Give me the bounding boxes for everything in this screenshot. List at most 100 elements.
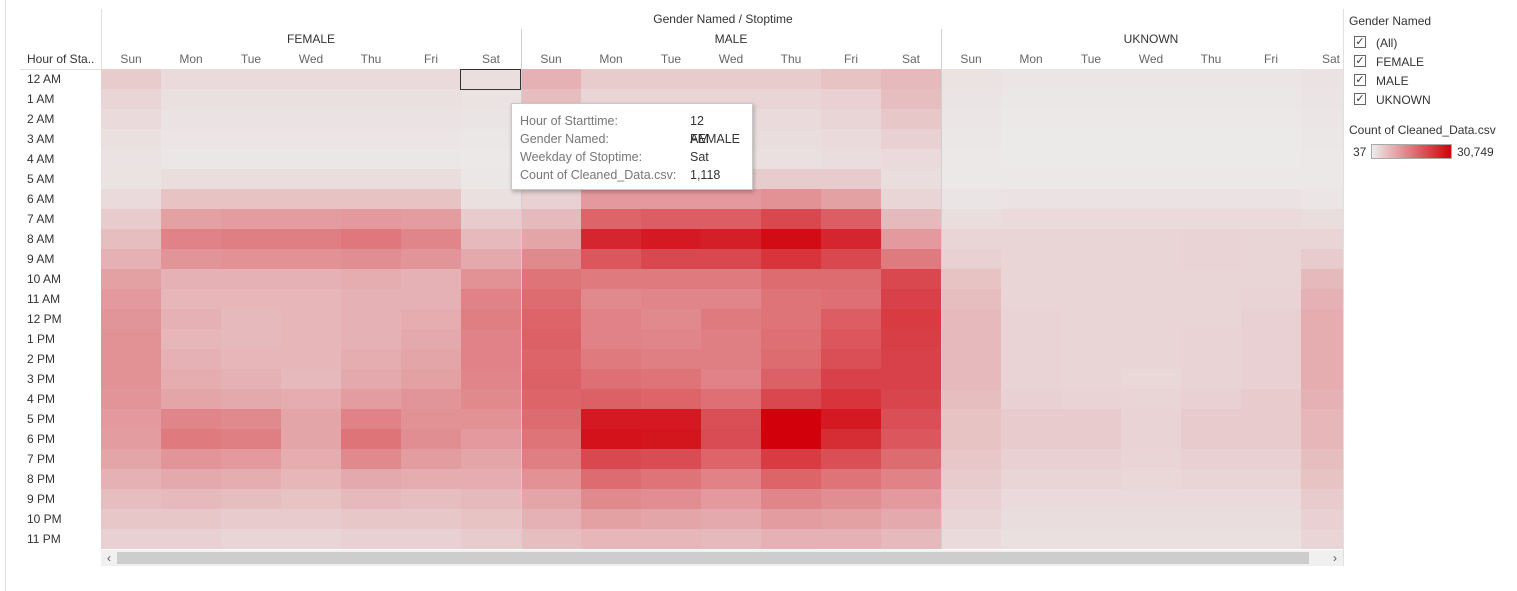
heatmap-cell[interactable] bbox=[341, 229, 401, 249]
heatmap-cell[interactable] bbox=[521, 389, 581, 409]
heatmap-cell[interactable] bbox=[341, 369, 401, 389]
heatmap-cell[interactable] bbox=[101, 169, 161, 189]
heatmap-cell[interactable] bbox=[221, 209, 281, 229]
heatmap-cell[interactable] bbox=[821, 409, 881, 429]
heatmap-cell[interactable] bbox=[221, 89, 281, 109]
heatmap-cell[interactable] bbox=[1121, 249, 1181, 269]
heatmap-cell[interactable] bbox=[521, 449, 581, 469]
heatmap-cell[interactable] bbox=[401, 229, 461, 249]
heatmap-cell[interactable] bbox=[341, 409, 401, 429]
heatmap-cell[interactable] bbox=[581, 449, 641, 469]
heatmap-cell[interactable] bbox=[581, 329, 641, 349]
heatmap-cell[interactable] bbox=[761, 129, 821, 149]
heatmap-cell[interactable] bbox=[221, 449, 281, 469]
heatmap-cell[interactable] bbox=[1181, 109, 1241, 129]
heatmap-cell[interactable] bbox=[641, 509, 701, 529]
heatmap-cell[interactable] bbox=[821, 189, 881, 209]
heatmap-cell[interactable] bbox=[281, 169, 341, 189]
heatmap-cell[interactable] bbox=[1121, 169, 1181, 189]
heatmap-cell[interactable] bbox=[761, 429, 821, 449]
heatmap-cell[interactable] bbox=[221, 229, 281, 249]
heatmap-cell[interactable] bbox=[821, 349, 881, 369]
heatmap-cell[interactable] bbox=[1241, 369, 1301, 389]
heatmap-cell[interactable] bbox=[221, 489, 281, 509]
heatmap-cell[interactable] bbox=[341, 169, 401, 189]
heatmap-cell[interactable] bbox=[461, 189, 521, 209]
heatmap-cell[interactable] bbox=[521, 469, 581, 489]
heatmap-cell[interactable] bbox=[521, 509, 581, 529]
heatmap-cell[interactable] bbox=[341, 269, 401, 289]
heatmap-cell[interactable] bbox=[401, 429, 461, 449]
heatmap-cell[interactable] bbox=[641, 309, 701, 329]
heatmap-cell[interactable] bbox=[881, 69, 941, 89]
heatmap-cell[interactable] bbox=[1241, 429, 1301, 449]
heatmap-cell[interactable] bbox=[1241, 449, 1301, 469]
heatmap-cell[interactable] bbox=[881, 209, 941, 229]
heatmap-cell[interactable] bbox=[941, 349, 1001, 369]
heatmap-cell[interactable] bbox=[1061, 69, 1121, 89]
heatmap-cell[interactable] bbox=[821, 269, 881, 289]
heatmap-cell[interactable] bbox=[641, 409, 701, 429]
heatmap-cell[interactable] bbox=[821, 169, 881, 189]
heatmap-cell[interactable] bbox=[1121, 129, 1181, 149]
heatmap-cell[interactable] bbox=[821, 289, 881, 309]
heatmap-cell[interactable] bbox=[1301, 209, 1343, 229]
heatmap-cell[interactable] bbox=[281, 509, 341, 529]
heatmap-cell[interactable] bbox=[161, 369, 221, 389]
heatmap-cell[interactable] bbox=[281, 409, 341, 429]
heatmap-cell[interactable] bbox=[1301, 349, 1343, 369]
heatmap-cell[interactable] bbox=[401, 89, 461, 109]
heatmap-cell[interactable] bbox=[1061, 269, 1121, 289]
heatmap-cell[interactable] bbox=[101, 489, 161, 509]
heatmap-cell[interactable] bbox=[1121, 469, 1181, 489]
heatmap-cell[interactable] bbox=[581, 189, 641, 209]
heatmap-cell[interactable] bbox=[101, 269, 161, 289]
heatmap-cell[interactable] bbox=[161, 89, 221, 109]
checkbox-checked-icon[interactable]: ✓ bbox=[1354, 36, 1366, 48]
heatmap-cell[interactable] bbox=[1121, 389, 1181, 409]
heatmap-cell[interactable] bbox=[161, 229, 221, 249]
heatmap-cell[interactable] bbox=[701, 489, 761, 509]
heatmap-cell[interactable] bbox=[821, 309, 881, 329]
heatmap-cell[interactable] bbox=[461, 169, 521, 189]
heatmap-cell[interactable] bbox=[821, 249, 881, 269]
heatmap-cell[interactable] bbox=[221, 389, 281, 409]
heatmap-cell[interactable] bbox=[1001, 389, 1061, 409]
heatmap-cell[interactable] bbox=[941, 449, 1001, 469]
heatmap-cell[interactable] bbox=[161, 409, 221, 429]
heatmap-cell[interactable] bbox=[1001, 429, 1061, 449]
horizontal-scrollbar[interactable]: ‹ › bbox=[101, 550, 1343, 566]
heatmap-cell[interactable] bbox=[881, 449, 941, 469]
heatmap-cell[interactable] bbox=[281, 209, 341, 229]
heatmap-cell[interactable] bbox=[101, 249, 161, 269]
scroll-right-icon[interactable]: › bbox=[1333, 551, 1337, 565]
heatmap-cell[interactable] bbox=[461, 329, 521, 349]
heatmap-cell[interactable] bbox=[881, 389, 941, 409]
heatmap-cell[interactable] bbox=[1121, 509, 1181, 529]
heatmap-cell[interactable] bbox=[701, 209, 761, 229]
heatmap-cell[interactable] bbox=[461, 529, 521, 549]
heatmap-cell[interactable] bbox=[101, 509, 161, 529]
heatmap-cell[interactable] bbox=[1241, 69, 1301, 89]
heatmap-cell[interactable] bbox=[941, 289, 1001, 309]
heatmap-cell[interactable] bbox=[581, 389, 641, 409]
heatmap-cell[interactable] bbox=[101, 109, 161, 129]
heatmap-cell[interactable] bbox=[701, 469, 761, 489]
heatmap-cell[interactable] bbox=[1181, 269, 1241, 289]
heatmap-cell[interactable] bbox=[221, 369, 281, 389]
heatmap-cell[interactable] bbox=[1121, 449, 1181, 469]
heatmap-cell[interactable] bbox=[941, 249, 1001, 269]
heatmap-cell[interactable] bbox=[761, 189, 821, 209]
heatmap-cell[interactable] bbox=[1061, 349, 1121, 369]
heatmap-cell[interactable] bbox=[881, 169, 941, 189]
heatmap-cell[interactable] bbox=[821, 209, 881, 229]
heatmap-cell[interactable] bbox=[281, 109, 341, 129]
heatmap-cell[interactable] bbox=[221, 289, 281, 309]
heatmap-cell[interactable] bbox=[221, 309, 281, 329]
heatmap-cell[interactable] bbox=[521, 209, 581, 229]
heatmap-cell[interactable] bbox=[461, 69, 521, 89]
heatmap-cell[interactable] bbox=[1061, 489, 1121, 509]
heatmap-cell[interactable] bbox=[821, 329, 881, 349]
heatmap-cell[interactable] bbox=[1181, 429, 1241, 449]
heatmap-cell[interactable] bbox=[281, 229, 341, 249]
